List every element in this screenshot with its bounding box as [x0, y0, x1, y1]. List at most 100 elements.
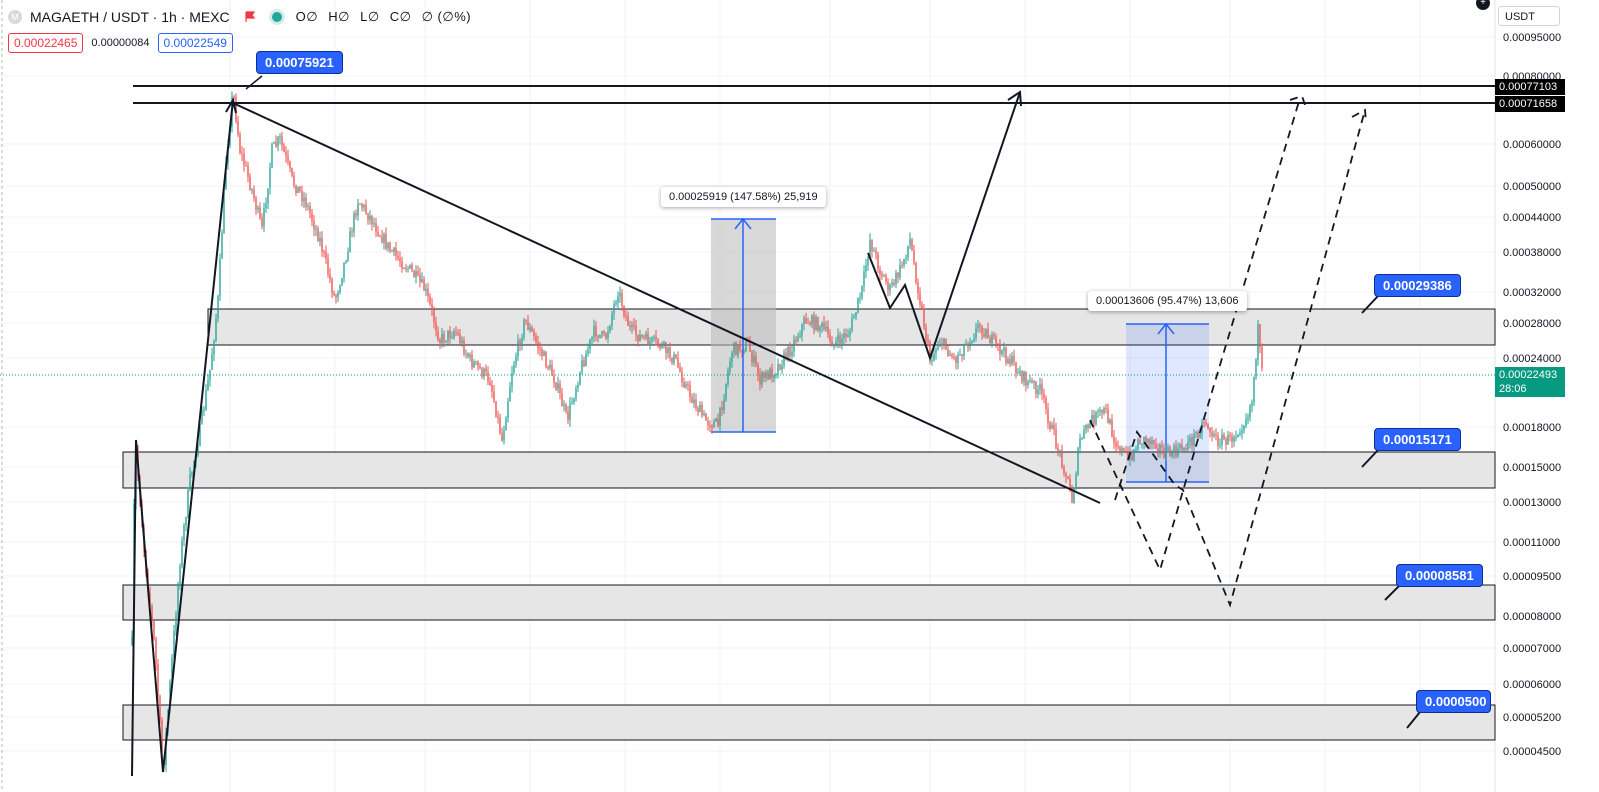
- candle-body: [797, 336, 799, 342]
- callout-support-2[interactable]: 0.00008581: [1396, 564, 1483, 587]
- candle-body: [629, 326, 631, 328]
- candle-body: [299, 186, 301, 192]
- candle-body: [735, 342, 737, 356]
- candle-body: [815, 317, 817, 330]
- measure-label-1[interactable]: 0.00025919 (147.58%) 25,919: [661, 187, 826, 207]
- price-tag-upper-line: 0.00077103: [1495, 79, 1565, 95]
- candle-body: [879, 269, 881, 275]
- ohlc-high-key: H: [328, 9, 339, 24]
- candle-body: [1117, 446, 1119, 448]
- candle-body: [901, 265, 903, 267]
- candle-body: [263, 208, 265, 227]
- callout-support-1[interactable]: 0.00015171: [1374, 428, 1461, 451]
- candle-body: [521, 337, 523, 346]
- candle-body: [817, 317, 819, 331]
- candle-body: [485, 368, 487, 372]
- candle-body: [365, 205, 367, 214]
- candle-body: [261, 217, 263, 227]
- zone-box: [122, 584, 1496, 621]
- candle-body: [597, 336, 599, 338]
- candle-body: [1217, 435, 1219, 446]
- candle-body: [1187, 441, 1189, 450]
- candle-body: [1183, 448, 1185, 451]
- candle-body: [835, 341, 837, 344]
- candle-body: [539, 347, 541, 350]
- candle-body: [627, 315, 629, 327]
- candle-body: [665, 342, 667, 354]
- scale-settings-icon[interactable]: +: [1476, 0, 1490, 10]
- candle-body: [331, 279, 333, 294]
- candle-body: [893, 282, 895, 285]
- sell-price-button[interactable]: 0.00022465: [8, 33, 84, 53]
- currency-selector[interactable]: USDT: [1498, 6, 1560, 26]
- price-tick-label: 0.00024000: [1503, 353, 1561, 365]
- candle-body: [251, 189, 253, 191]
- candle-body: [689, 385, 691, 397]
- candle-body: [905, 257, 907, 259]
- buy-price-button[interactable]: 0.00022549: [157, 33, 233, 53]
- candle-body: [1057, 447, 1059, 451]
- candle-body: [459, 334, 461, 343]
- candle-body: [713, 421, 715, 428]
- candle-body: [429, 296, 431, 305]
- callout-ath[interactable]: 0.00075921: [256, 51, 343, 74]
- candle-body: [765, 372, 767, 378]
- candle-body: [903, 258, 905, 266]
- symbol-title[interactable]: MAGAETH / USDT · 1h · MEXC: [30, 9, 230, 25]
- candle-body: [865, 265, 867, 272]
- candle-body: [1075, 474, 1077, 489]
- candle-body: [1241, 430, 1243, 434]
- candle-body: [451, 337, 453, 339]
- candle-body: [381, 236, 383, 243]
- candle-body: [757, 364, 759, 375]
- callout-resistance[interactable]: 0.00029386: [1374, 274, 1461, 297]
- candle-body: [607, 331, 609, 339]
- candle-body: [349, 231, 351, 253]
- candle-body: [1121, 447, 1123, 453]
- candle-body: [639, 334, 641, 342]
- candle-body: [733, 342, 735, 354]
- candle-body: [339, 285, 341, 293]
- candle-body: [825, 326, 827, 330]
- candle-body: [509, 386, 511, 402]
- candle-body: [433, 309, 435, 323]
- candle-body: [255, 198, 257, 210]
- candle-body: [507, 401, 509, 419]
- candle-body: [233, 96, 235, 98]
- candle-body: [329, 273, 331, 280]
- candle-body: [779, 364, 781, 370]
- candle-body: [859, 297, 861, 299]
- candle-body: [843, 333, 845, 339]
- candle-body: [617, 296, 619, 303]
- descending-trendline: [232, 102, 1101, 504]
- candle-body: [895, 272, 897, 285]
- candle-body: [693, 399, 695, 404]
- candle-body: [545, 351, 547, 367]
- candle-body: [715, 418, 717, 422]
- candle-body: [219, 258, 221, 297]
- candle-body: [535, 336, 537, 343]
- candle-body: [621, 293, 623, 307]
- candle-body: [417, 271, 419, 275]
- price-tick-label: 0.00095000: [1503, 32, 1561, 44]
- candle-body: [397, 255, 399, 259]
- candle-body: [415, 271, 417, 278]
- measure-label-2[interactable]: 0.00013606 (95.47%) 13,606: [1088, 291, 1247, 311]
- callout-support-3[interactable]: 0.0000500: [1416, 690, 1492, 713]
- candle-body: [787, 346, 789, 359]
- candle-body: [625, 315, 627, 317]
- ohlc-open-key: O: [295, 9, 307, 24]
- candle-body: [1091, 415, 1093, 423]
- candle-body: [1099, 409, 1101, 412]
- candle-body: [1165, 450, 1167, 459]
- red-flag-icon[interactable]: [244, 11, 256, 23]
- candle-body: [1125, 450, 1127, 453]
- candle-body: [985, 329, 987, 337]
- candle-body: [271, 143, 273, 168]
- candle-body: [1049, 422, 1051, 429]
- candle-body: [541, 349, 543, 357]
- candle-body: [997, 343, 999, 345]
- candle-body: [549, 364, 551, 369]
- candle-body: [1227, 435, 1229, 445]
